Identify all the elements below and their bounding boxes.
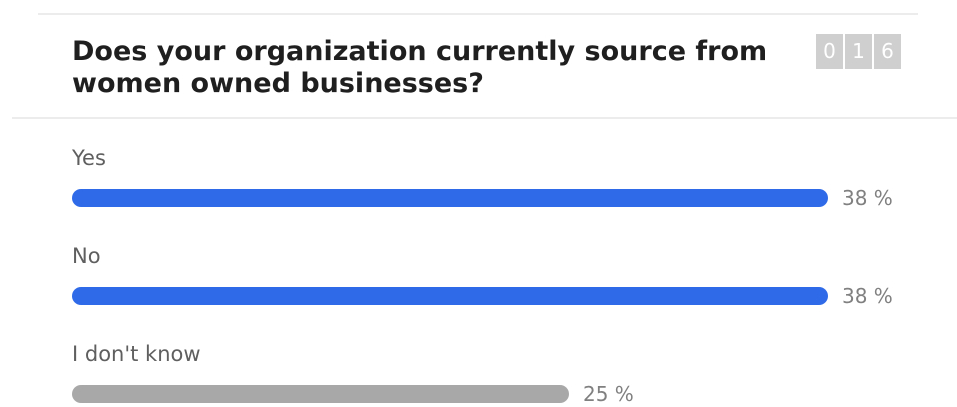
top-divider [38,13,918,15]
result-bar-no [72,287,828,305]
bar-track [72,385,828,403]
option-label: No [72,244,101,268]
bar-track [72,287,828,305]
poll-question: Does your organization currently source … [72,36,768,99]
header-divider [12,117,957,119]
result-bar-dont-know [72,385,569,403]
percentage-label: 38 % [842,284,893,308]
option-label: Yes [72,146,106,170]
option-label: I don't know [72,342,201,366]
result-bar-yes [72,189,828,207]
counter-digit: 1 [845,34,872,69]
bar-track [72,189,828,207]
counter-digit: 0 [816,34,843,69]
vote-counter: 0 1 6 [816,34,901,69]
counter-digit: 6 [874,34,901,69]
percentage-label: 25 % [583,382,634,406]
percentage-label: 38 % [842,186,893,210]
